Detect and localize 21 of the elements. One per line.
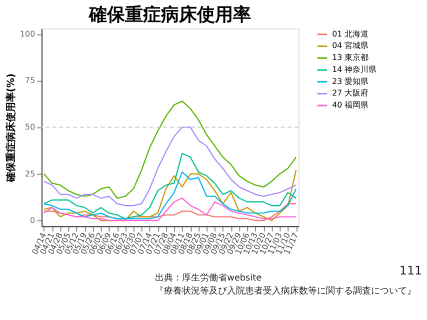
y-axis-title: 確保重症病床使用率(%) xyxy=(5,73,18,184)
y-tick-label: 50 xyxy=(25,122,36,132)
legend-label: 27 大阪府 xyxy=(332,88,369,98)
line-series xyxy=(43,126,297,206)
legend-label: 04 宮城県 xyxy=(332,41,369,50)
line-series xyxy=(43,152,297,220)
legend-label: 13 東京都 xyxy=(332,53,369,62)
text: 111 xyxy=(399,264,422,278)
line-series xyxy=(43,198,297,222)
y-tick-label: 75 xyxy=(25,76,36,86)
text: 『療養状況等及び入院患者受入病床数等に関する調査について』 xyxy=(155,285,416,296)
source-note: 出典：厚生労働省website xyxy=(155,272,262,284)
y-tick-label: 100 xyxy=(20,30,36,38)
line-series xyxy=(43,100,297,199)
y-tick-label: 0 xyxy=(30,216,36,225)
legend-label: 23 愛知県 xyxy=(332,76,369,86)
legend-label: 40 福岡県 xyxy=(332,100,369,110)
legend-label: 01 北海道 xyxy=(332,29,369,38)
y-tick-label: 25 xyxy=(25,169,36,178)
legend-label: 14 神奈川県 xyxy=(332,64,377,74)
chart-title: 確保重症病床使用率 xyxy=(88,4,252,26)
